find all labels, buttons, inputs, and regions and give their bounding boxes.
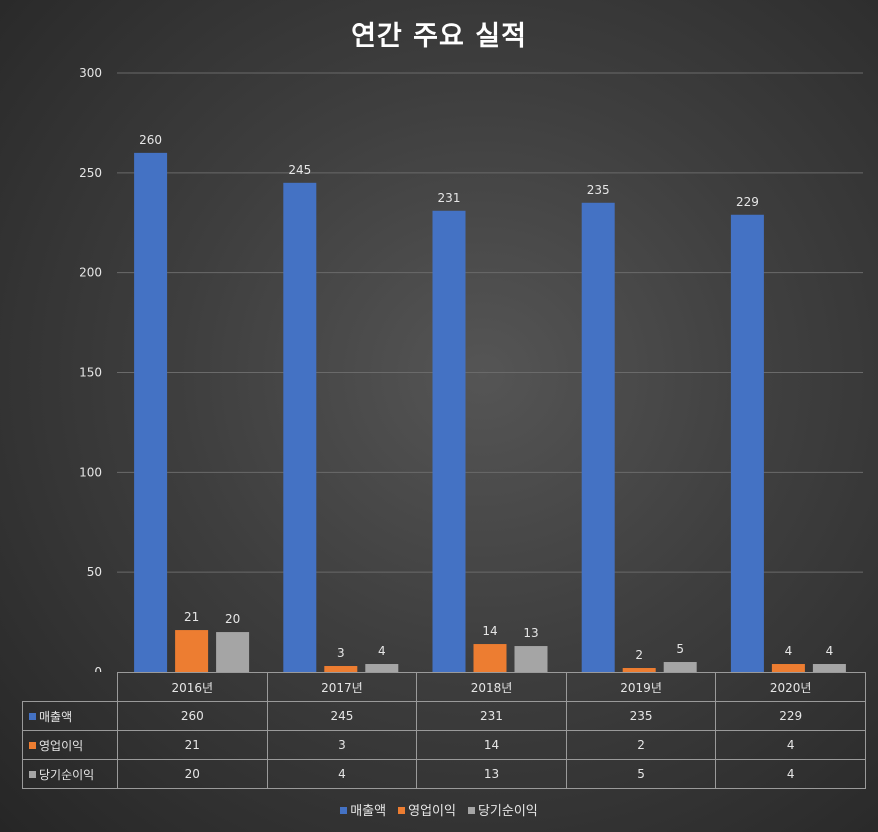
table-cell: 14	[416, 730, 567, 760]
series-swatch	[29, 741, 36, 749]
data-label: 2	[635, 648, 643, 662]
legend-swatch	[467, 807, 475, 814]
table-cell: 4	[266, 759, 418, 789]
table-cell: 21	[117, 730, 268, 760]
table-cell: 260	[117, 701, 268, 731]
y-tick-label: 200	[79, 266, 102, 280]
data-table: 2016년 2017년 2018년 2019년 2020년 매출액 260 245 231 23…	[22, 672, 866, 789]
table-cell: 5	[565, 759, 717, 789]
table-cell: 235	[565, 701, 717, 731]
table-category-header: 2017년	[266, 672, 418, 702]
data-label: 5	[676, 642, 684, 656]
bar	[283, 182, 317, 672]
bar	[663, 662, 697, 672]
table-series-header: 당기순이익	[22, 759, 118, 789]
data-label: 235	[587, 183, 610, 197]
legend-item: 매출액	[340, 800, 386, 819]
data-label: 4	[826, 644, 834, 658]
data-label: 13	[523, 626, 538, 640]
table-category-header: 2019년	[565, 672, 717, 702]
series-name: 당기순이익	[39, 767, 95, 782]
bar	[622, 668, 656, 672]
bar	[730, 214, 764, 672]
table-cell: 245	[266, 701, 418, 731]
table-category-header: 2016년	[117, 672, 268, 702]
series-name: 매출액	[39, 709, 73, 724]
bar	[432, 210, 466, 672]
data-label: 229	[736, 195, 759, 209]
table-series-header: 영업이익	[22, 730, 118, 760]
data-label: 4	[378, 644, 386, 658]
table-row: 당기순이익 20 4 13 5 4	[22, 759, 866, 789]
y-tick-label: 250	[79, 166, 102, 180]
bar	[134, 152, 168, 672]
table-cell: 4	[715, 759, 866, 789]
bar	[812, 664, 846, 672]
legend: 매출액 영업이익 당기순이익	[0, 800, 878, 819]
table-cell: 231	[416, 701, 567, 731]
table-cell: 20	[117, 759, 268, 789]
table-cell: 13	[416, 759, 567, 789]
table-corner	[22, 672, 118, 702]
series-swatch	[29, 712, 36, 720]
legend-item: 당기순이익	[467, 800, 538, 819]
data-label: 260	[139, 133, 162, 147]
y-tick-label: 300	[79, 66, 102, 80]
bar	[324, 666, 358, 672]
data-label: 14	[482, 624, 497, 638]
data-label: 21	[184, 610, 199, 624]
table-series-header: 매출액	[22, 701, 118, 731]
legend-swatch	[398, 807, 406, 814]
table-cell: 2	[565, 730, 717, 760]
table-cell: 3	[266, 730, 418, 760]
bar	[771, 664, 805, 672]
table-row: 영업이익 21 3 14 2 4	[22, 730, 866, 760]
legend-label: 영업이익	[408, 804, 456, 819]
chart-title: 연간 주요 실적	[351, 21, 527, 52]
data-label: 4	[785, 644, 793, 658]
series-name: 영업이익	[39, 738, 84, 753]
bar	[175, 630, 209, 672]
table-category-header: 2020년	[715, 672, 866, 702]
data-label: 3	[337, 646, 345, 660]
data-label: 245	[288, 163, 311, 177]
table-header-row: 2016년 2017년 2018년 2019년 2020년	[22, 672, 866, 702]
data-label: 20	[225, 612, 240, 626]
legend-item: 영업이익	[398, 800, 456, 819]
y-tick-label: 50	[87, 565, 102, 579]
legend-label: 당기순이익	[477, 804, 538, 819]
bar	[365, 664, 399, 672]
table-cell: 229	[715, 701, 866, 731]
table-category-header: 2018년	[416, 672, 567, 702]
data-label: 231	[438, 191, 461, 205]
table-cell: 4	[715, 730, 866, 760]
y-tick-label: 150	[79, 366, 102, 380]
legend-label: 매출액	[350, 804, 387, 819]
bar	[514, 646, 548, 672]
bar	[473, 644, 507, 672]
y-tick-label: 0	[94, 665, 102, 672]
table-row: 매출액 260 245 231 235 229	[22, 701, 866, 731]
y-tick-label: 100	[79, 465, 102, 479]
series-swatch	[29, 770, 36, 778]
legend-swatch	[340, 807, 348, 814]
bar	[581, 202, 615, 672]
bar	[216, 632, 250, 672]
